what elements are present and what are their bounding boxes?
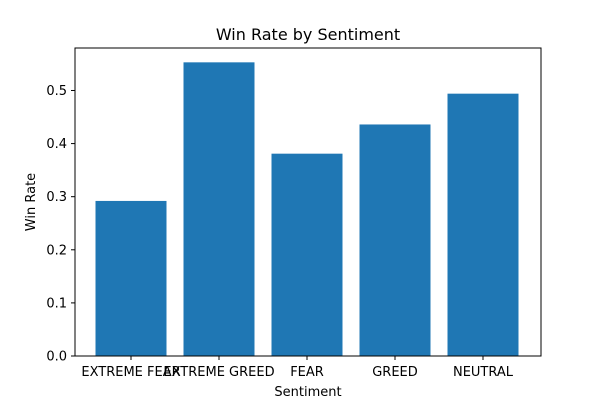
y-tick-label: 0.0 [46,350,67,365]
bar-greed [359,124,431,356]
y-tick-label: 0.2 [46,243,67,258]
x-tick-label: NEUTRAL [453,365,514,380]
bar-extreme-greed [183,62,255,357]
chart-title: Win Rate by Sentiment [216,25,400,44]
x-tick-label: FEAR [290,365,324,380]
bar-fear [271,153,343,356]
x-tick-label: GREED [372,365,418,380]
y-axis-label: Win Rate [24,173,39,231]
y-tick-label: 0.5 [46,84,67,99]
x-axis-label: Sentiment [274,385,341,400]
x-tick-label: EXTREME GREED [163,365,274,380]
y-tick-label: 0.4 [46,137,67,152]
bar-neutral [447,93,519,356]
y-tick-label: 0.3 [46,190,67,205]
bars-group [95,62,519,357]
x-tick-label: EXTREME FEAR [81,365,180,380]
plot-frame [74,47,542,357]
y-axis: 0.0 0.1 0.2 0.3 0.4 0.5 [46,84,75,365]
bar-extreme-fear [95,200,167,356]
y-tick-label: 0.1 [46,296,67,311]
